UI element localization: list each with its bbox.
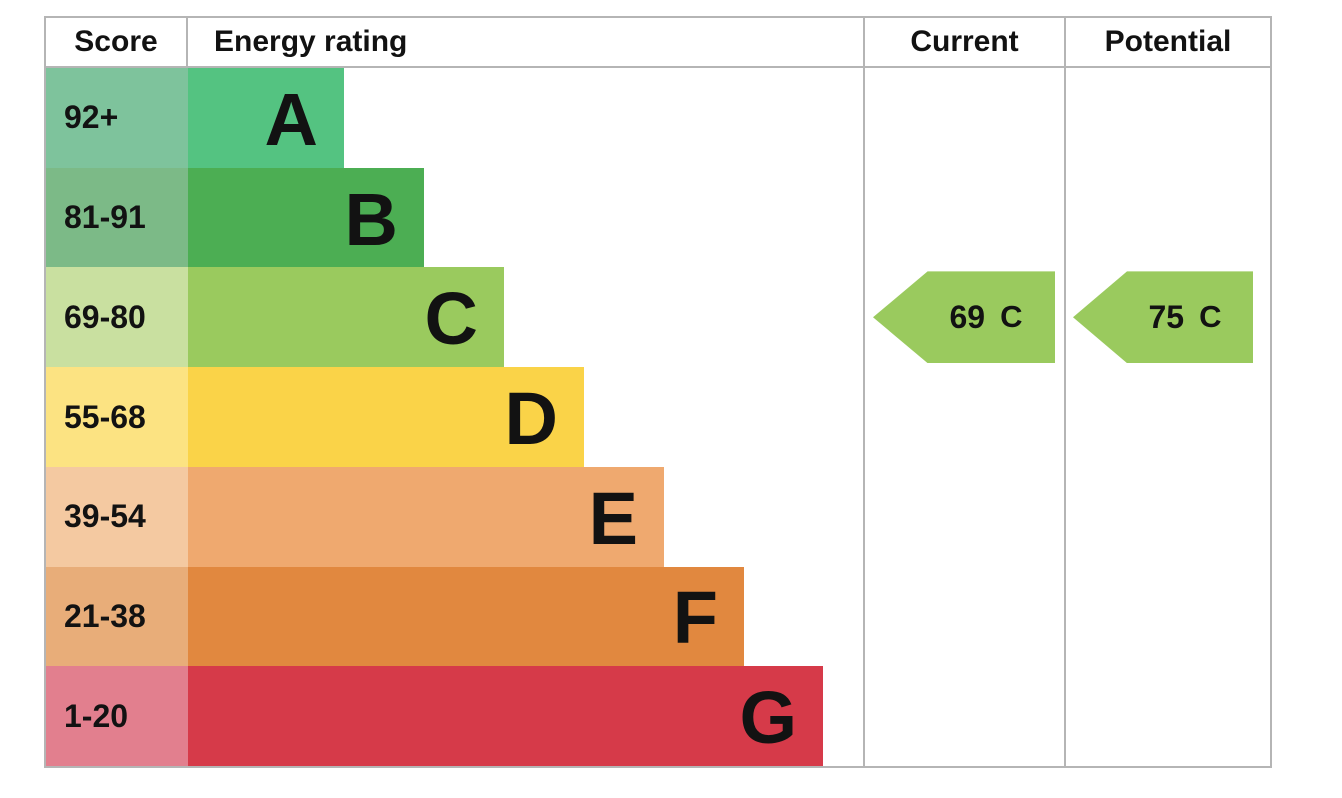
band-letter: A	[264, 77, 318, 161]
band-row: 69-80 C	[46, 267, 863, 368]
band-score: 39-54	[46, 466, 188, 567]
band-row: 55-68 D	[46, 367, 863, 467]
epc-rating-chart: Score Energy rating Current Potential 92…	[44, 16, 1272, 768]
current-rating-arrow: 69 C	[873, 271, 1055, 364]
band-letter: C	[424, 277, 478, 361]
current-rating-value: 69	[949, 298, 986, 335]
potential-rating-letter: C	[1199, 299, 1222, 335]
current-rating-letter: C	[1000, 299, 1023, 335]
band-score: 69-80	[46, 267, 188, 368]
chart-body: 92+ A 81-91 B 69-80 C 55-68 D 39-54 E 21…	[46, 68, 1270, 767]
band-letter: B	[344, 177, 398, 261]
band-score: 21-38	[46, 566, 188, 667]
band-bar: D	[188, 367, 584, 467]
current-column: 69 C	[863, 68, 1064, 766]
header-score: Score	[46, 18, 188, 66]
header-current: Current	[863, 18, 1064, 66]
band-letter: E	[588, 476, 638, 560]
band-score: 1-20	[46, 666, 188, 767]
potential-rating-arrow: 75 C	[1073, 271, 1253, 364]
potential-column: 75 C	[1064, 68, 1270, 766]
band-letter: D	[504, 377, 558, 461]
band-row: 39-54 E	[46, 466, 863, 567]
band-score: 92+	[46, 68, 188, 168]
band-bar: F	[188, 566, 744, 667]
band-score: 81-91	[46, 167, 188, 268]
header-row: Score Energy rating Current Potential	[46, 18, 1270, 68]
band-bar: A	[188, 68, 344, 168]
band-bar: G	[188, 666, 823, 767]
band-bar: C	[188, 267, 504, 368]
band-bar: B	[188, 167, 424, 268]
band-bar: E	[188, 466, 664, 567]
band-row: 81-91 B	[46, 167, 863, 268]
band-row: 21-38 F	[46, 566, 863, 667]
potential-rating-value: 75	[1148, 298, 1185, 335]
band-letter: F	[672, 576, 718, 660]
header-potential: Potential	[1064, 18, 1270, 66]
band-row: 92+ A	[46, 68, 863, 168]
band-rows: 92+ A 81-91 B 69-80 C 55-68 D 39-54 E 21…	[46, 68, 863, 767]
band-score: 55-68	[46, 367, 188, 467]
band-letter: G	[739, 676, 797, 760]
band-row: 1-20 G	[46, 666, 863, 767]
header-energy-rating: Energy rating	[214, 25, 408, 58]
